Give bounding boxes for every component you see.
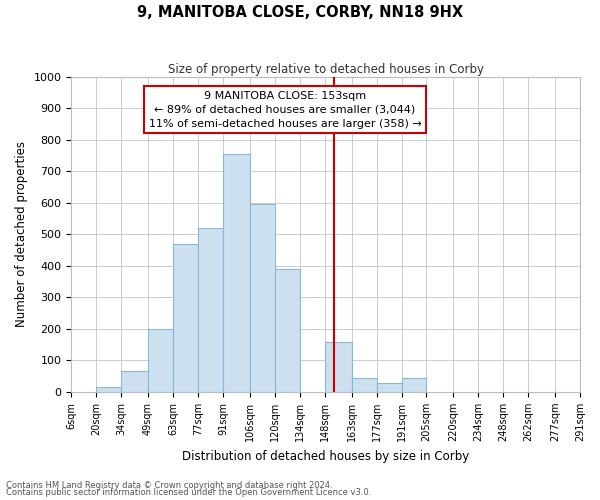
- Y-axis label: Number of detached properties: Number of detached properties: [15, 142, 28, 328]
- Bar: [198, 228, 223, 392]
- Title: Size of property relative to detached houses in Corby: Size of property relative to detached ho…: [167, 62, 484, 76]
- Bar: [275, 269, 300, 392]
- Text: Contains public sector information licensed under the Open Government Licence v3: Contains public sector information licen…: [6, 488, 371, 497]
- Text: Contains HM Land Registry data © Crown copyright and database right 2024.: Contains HM Land Registry data © Crown c…: [6, 480, 332, 490]
- X-axis label: Distribution of detached houses by size in Corby: Distribution of detached houses by size …: [182, 450, 469, 462]
- Bar: [148, 329, 173, 392]
- Bar: [96, 387, 121, 392]
- Bar: [401, 378, 427, 392]
- Bar: [250, 204, 275, 392]
- Text: 9 MANITOBA CLOSE: 153sqm
← 89% of detached houses are smaller (3,044)
11% of sem: 9 MANITOBA CLOSE: 153sqm ← 89% of detach…: [149, 91, 421, 129]
- Bar: [377, 383, 401, 392]
- Bar: [223, 154, 250, 392]
- Bar: [121, 372, 148, 392]
- Bar: [325, 342, 352, 392]
- Bar: [352, 378, 377, 392]
- Text: 9, MANITOBA CLOSE, CORBY, NN18 9HX: 9, MANITOBA CLOSE, CORBY, NN18 9HX: [137, 5, 463, 20]
- Bar: [173, 244, 198, 392]
